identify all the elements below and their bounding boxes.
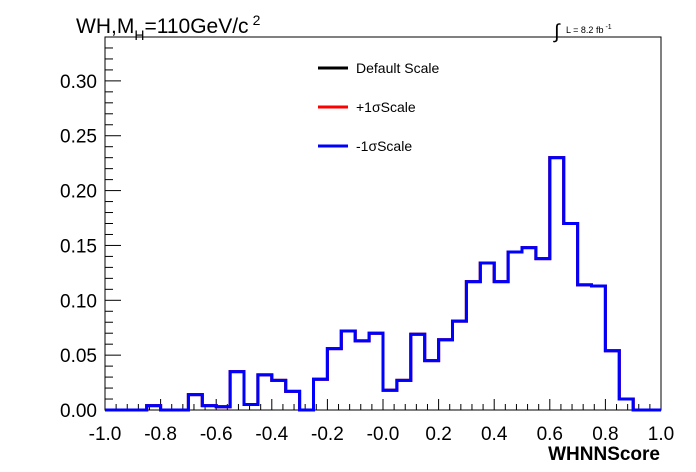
x-tick-label: 0.2 [425, 424, 451, 445]
title-rest: =110GeV/c [144, 15, 248, 38]
lumi-label: L = 8.2 fb -1 [566, 24, 612, 35]
x-tick-label: -0.6 [200, 424, 233, 445]
y-tick-label: 0.15 [60, 236, 97, 257]
x-tick-label: -0.8 [144, 424, 177, 445]
title-subscript: H [134, 27, 144, 43]
y-tick-label: 0.30 [60, 72, 97, 93]
chart-title: WH,MH=110GeV/c 2 [76, 12, 261, 43]
legend-label-0: Default Scale [356, 60, 439, 76]
x-tick-label: -0.0 [367, 424, 400, 445]
title-main: WH,M [76, 15, 134, 38]
x-tick-label: 0.8 [592, 424, 618, 445]
y-tick-label: 0.25 [60, 127, 97, 148]
y-tick-label: 0.00 [60, 401, 97, 422]
legend: Default Scale +1σScale -1σScale [318, 60, 439, 154]
x-tick-label: -0.2 [311, 424, 344, 445]
axis-tick-labels: -1.0 -0.8 -0.6 -0.4 -0.2 -0.0 0.2 0.4 0.6 0.8 1.0 0… [60, 72, 674, 445]
legend-label-2: -1σScale [356, 138, 412, 154]
x-tick-label: 1.0 [648, 424, 674, 445]
x-tick-label: -0.4 [255, 424, 288, 445]
y-tick-label: 0.20 [60, 182, 97, 203]
lumi-text: L = 8.2 fb [566, 25, 603, 35]
y-tick-label: 0.05 [60, 346, 97, 367]
y-tick-label: 0.10 [60, 291, 97, 312]
x-tick-label: 0.4 [481, 424, 508, 445]
x-axis-label: WHNNScore [548, 444, 660, 465]
series-line-2 [105, 156, 661, 412]
title-superscript: 2 [253, 12, 261, 28]
lumi-integral-sign: ∫ [553, 21, 561, 43]
histogram-series [105, 156, 661, 412]
x-tick-label: 0.6 [537, 424, 563, 445]
legend-label-1: +1σScale [356, 99, 416, 115]
x-tick-label: -1.0 [89, 424, 122, 445]
lumi-superscript: -1 [605, 24, 611, 31]
